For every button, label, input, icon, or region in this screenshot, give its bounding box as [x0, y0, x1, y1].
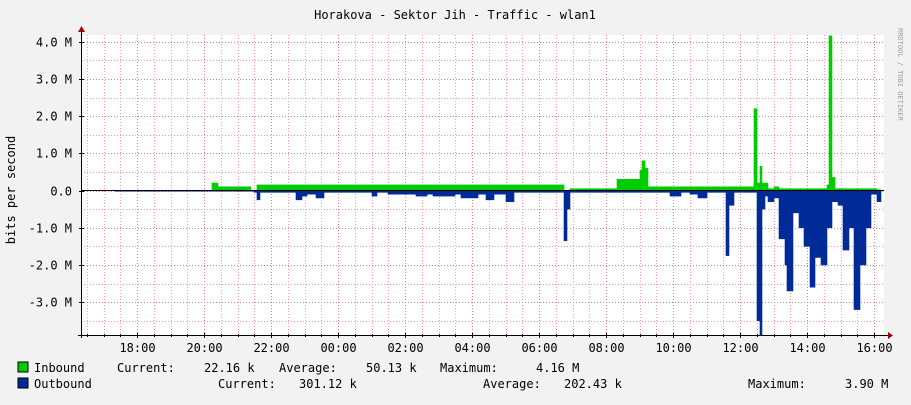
- y-tick-label: 0.0: [50, 185, 72, 199]
- y-tick-label: 2.0 M: [36, 110, 72, 124]
- legend-inbound-swatch: [17, 361, 29, 373]
- legend-inbound-average-label: Average:: [279, 361, 337, 375]
- x-tick-label: 14:00: [789, 341, 825, 355]
- legend-outbound-maximum-value: 3.90 M: [845, 377, 888, 391]
- y-axis-arrow: [78, 26, 85, 32]
- x-axis-arrow: [888, 332, 893, 339]
- rrdtool-watermark: RRDTOOL / TOBI OETIKER: [896, 28, 904, 122]
- legend-inbound-maximum-value: 4.16 M: [536, 361, 579, 375]
- x-tick-label: 00:00: [320, 341, 356, 355]
- legend-outbound-average-value: 202.43 k: [564, 377, 623, 391]
- x-tick-label: 18:00: [119, 341, 155, 355]
- chart-title: Horakova - Sektor Jih - Traffic - wlan1: [314, 8, 596, 22]
- legend-outbound-swatch: [17, 377, 29, 389]
- legend-inbound-label: Inbound: [34, 361, 85, 375]
- y-axis-label: bits per second: [4, 136, 18, 244]
- legend-outbound-average-label: Average:: [483, 377, 541, 391]
- y-tick-label: -3.0 M: [29, 296, 72, 310]
- legend-inbound-maximum-label: Maximum:: [440, 361, 498, 375]
- legend-inbound-current-label: Current:: [117, 361, 175, 375]
- y-tick-label: 3.0 M: [36, 73, 72, 87]
- legend-outbound-current-label: Current:: [218, 377, 276, 391]
- y-tick-label: 1.0 M: [36, 147, 72, 161]
- legend: Inbound Current: 22.16 k Average: 50.13 …: [17, 361, 888, 391]
- legend-outbound-label: Outbound: [34, 377, 92, 391]
- x-tick-label: 22:00: [253, 341, 289, 355]
- x-tick-label: 12:00: [722, 341, 758, 355]
- x-tick-label: 10:00: [655, 341, 691, 355]
- axes: 18:00 20:00 22:00 00:00 02:00 04:00 06:00 08:00…: [29, 26, 893, 355]
- legend-outbound-maximum-label: Maximum:: [748, 377, 806, 391]
- x-tick-label: 20:00: [186, 341, 222, 355]
- y-tick-label: -2.0 M: [29, 259, 72, 273]
- y-tick-label: 4.0 M: [36, 36, 72, 50]
- x-tick-label: 04:00: [454, 341, 490, 355]
- y-tick-label: -1.0 M: [29, 222, 72, 236]
- x-tick-label: 02:00: [387, 341, 423, 355]
- legend-inbound-current-value: 22.16 k: [204, 361, 255, 375]
- x-tick-label: 06:00: [521, 341, 557, 355]
- x-tick-label: 16:00: [856, 341, 892, 355]
- legend-outbound-current-value: 301.12 k: [299, 377, 358, 391]
- series-outbound-area: [114, 190, 882, 336]
- legend-inbound-average-value: 50.13 k: [366, 361, 417, 375]
- x-tick-label: 08:00: [588, 341, 624, 355]
